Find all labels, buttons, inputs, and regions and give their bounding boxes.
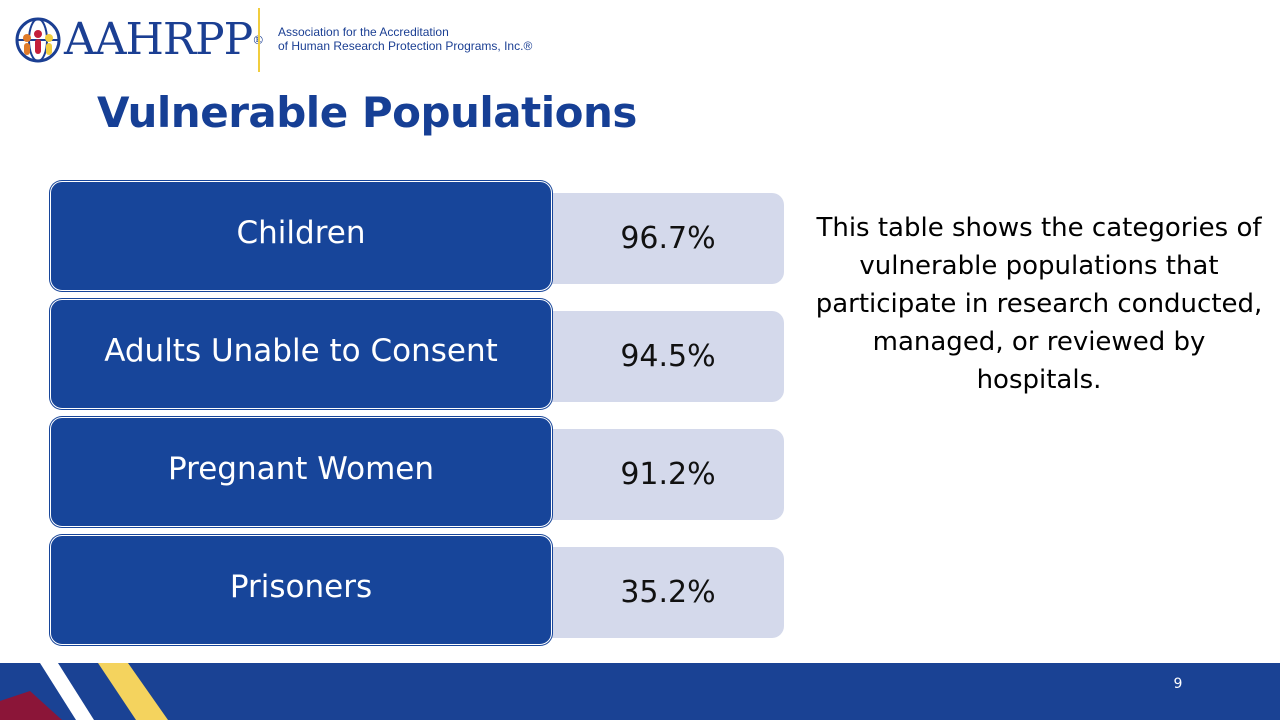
slide-title: Vulnerable Populations	[97, 88, 637, 137]
aahrpp-logo: AAHRPP® Association for the Accreditatio…	[14, 8, 574, 72]
logo-tagline: Association for the Accreditation of Hum…	[278, 25, 532, 53]
row-label: Children	[50, 181, 552, 291]
logo-divider	[258, 8, 260, 72]
row-value: 35.2%	[540, 547, 784, 638]
row-label: Pregnant Women	[50, 417, 552, 527]
row-label: Prisoners	[50, 535, 552, 645]
footer-accent-shapes	[0, 663, 168, 720]
table-row-children: Children 96.7%	[50, 181, 786, 293]
table-row-pregnant-women: Pregnant Women 91.2%	[50, 417, 786, 529]
page-number: 9	[1173, 676, 1183, 692]
footer-bar	[0, 663, 1280, 720]
row-value: 96.7%	[540, 193, 784, 284]
slide-description: This table shows the categories of vulne…	[815, 213, 1263, 395]
logo-wordmark: AAHRPP®	[64, 14, 264, 65]
table-row-prisoners: Prisoners 35.2%	[50, 535, 786, 647]
row-label: Adults Unable to Consent	[50, 299, 552, 409]
footer-band: 9	[0, 663, 1280, 720]
globe-people-icon	[15, 17, 61, 63]
row-value: 91.2%	[540, 429, 784, 520]
tagline-line-1: Association for the Accreditation	[278, 25, 449, 39]
row-value: 94.5%	[540, 311, 784, 402]
tagline-line-2: of Human Research Protection Programs, I…	[278, 39, 533, 53]
table-row-adults-unable-to-consent: Adults Unable to Consent 94.5%	[50, 299, 786, 411]
